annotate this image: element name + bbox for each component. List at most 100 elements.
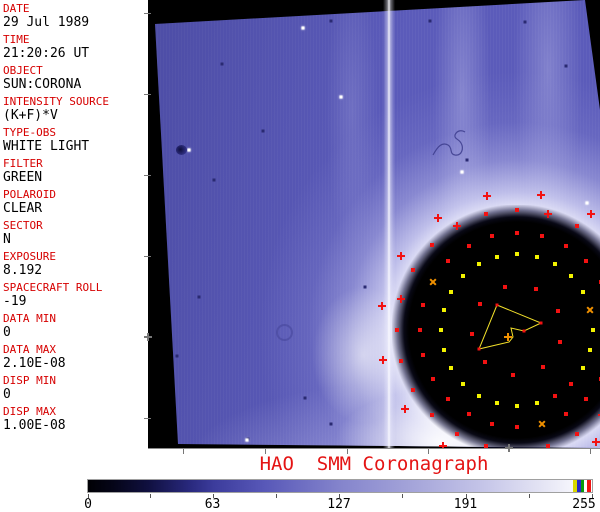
marker-dot bbox=[534, 401, 539, 406]
marker-xmark bbox=[430, 279, 436, 285]
marker-dot bbox=[441, 308, 446, 313]
metadata-field: TYPE-OBS WHITE LIGHT bbox=[3, 127, 148, 155]
field-label: INTENSITY SOURCE bbox=[3, 95, 109, 108]
field-value: GREEN bbox=[3, 170, 43, 185]
marker-cross bbox=[506, 335, 510, 339]
bottom-frame-tick bbox=[183, 449, 184, 454]
marker-dot bbox=[466, 243, 471, 248]
dark-speck bbox=[303, 396, 307, 400]
colorbar-minor-tick bbox=[275, 494, 277, 498]
marker-dot bbox=[563, 243, 568, 248]
metadata-field: POLAROID CLEAR bbox=[3, 189, 148, 217]
left-frame-tick bbox=[144, 13, 151, 14]
marker-dot bbox=[575, 431, 579, 436]
marker-cross bbox=[381, 358, 385, 362]
field-value: SUN:CORONA bbox=[3, 77, 82, 92]
metadata-field: DATE 29 Jul 1989 bbox=[3, 2, 148, 31]
dark-speck bbox=[428, 19, 432, 23]
marker-xmark bbox=[539, 421, 545, 427]
marker-dot bbox=[421, 302, 426, 307]
colorbar-minor-tick bbox=[402, 494, 404, 498]
marker-dot bbox=[441, 347, 446, 352]
field-value: CLEAR bbox=[3, 201, 43, 216]
marker-dot bbox=[495, 401, 500, 406]
dark-blemish bbox=[176, 145, 187, 155]
colorbar-overlay-stripe bbox=[573, 480, 577, 492]
marker-cross bbox=[539, 193, 543, 197]
marker-dot bbox=[461, 381, 466, 386]
marker-dot bbox=[430, 243, 435, 248]
marker-dot bbox=[575, 224, 579, 229]
metadata-field: DATA MIN 0 bbox=[3, 312, 148, 341]
white-speck bbox=[339, 95, 343, 99]
field-value: 1.00E-08 bbox=[3, 418, 66, 433]
metadata-field: INTENSITY SOURCE (K+F)*V bbox=[3, 95, 148, 124]
white-speck bbox=[187, 148, 191, 152]
white-speck bbox=[585, 201, 589, 205]
bottom-frame-tick bbox=[590, 449, 591, 454]
field-value: WHITE LIGHT bbox=[3, 139, 90, 154]
marker-dot bbox=[553, 262, 557, 267]
marker-dot bbox=[483, 443, 488, 448]
dark-speck bbox=[564, 64, 568, 68]
marker-dot bbox=[421, 353, 426, 358]
marker-dot bbox=[568, 274, 573, 279]
marker-dot bbox=[511, 372, 516, 377]
frame-plus-mark bbox=[507, 446, 511, 450]
field-label: DATE bbox=[3, 2, 30, 15]
colorbar-tick-label: 127 bbox=[327, 497, 351, 512]
frame-plus-mark bbox=[146, 335, 150, 339]
marker-dot bbox=[430, 376, 435, 381]
marker-dot bbox=[534, 254, 539, 259]
marker-dot bbox=[583, 396, 588, 401]
marker-dot bbox=[539, 321, 543, 325]
field-label: DATA MIN bbox=[3, 312, 56, 325]
marker-dot bbox=[470, 331, 475, 336]
fiducial-overlay bbox=[148, 0, 600, 448]
colorbar-tick-label: 255 bbox=[572, 497, 596, 512]
marker-cross bbox=[589, 212, 593, 216]
marker-dot bbox=[395, 328, 399, 332]
marker-dot bbox=[583, 259, 588, 264]
marker-dot bbox=[534, 287, 539, 292]
marker-cross bbox=[455, 224, 459, 228]
metadata-field: DATA MAX 2.10E-08 bbox=[3, 344, 148, 372]
marker-cross bbox=[594, 440, 598, 444]
marker-dot bbox=[515, 404, 519, 408]
marker-dot bbox=[495, 254, 500, 259]
marker-dot bbox=[546, 443, 551, 448]
ring-blemish bbox=[276, 324, 293, 341]
field-value: (K+F)*V bbox=[3, 108, 58, 123]
field-value: 8.192 bbox=[3, 263, 43, 278]
marker-dot bbox=[483, 359, 488, 364]
marker-dot bbox=[446, 396, 451, 401]
marker-dot bbox=[466, 412, 471, 416]
marker-cross bbox=[380, 304, 384, 308]
overlay-svg bbox=[432, 130, 543, 350]
marker-dot bbox=[477, 393, 481, 398]
marker-dot bbox=[478, 302, 483, 307]
marker-dot bbox=[591, 328, 595, 332]
metadata-field: DISP MIN 0 bbox=[3, 374, 148, 403]
field-label: TIME bbox=[3, 33, 30, 46]
marker-dot bbox=[411, 388, 416, 392]
marker-dot bbox=[515, 448, 519, 449]
marker-dot bbox=[515, 252, 519, 256]
colorbar-overlay-stripe bbox=[587, 480, 591, 492]
colorbar-major-tick bbox=[465, 494, 467, 498]
marker-dot bbox=[399, 359, 404, 364]
intensity-colorbar bbox=[87, 479, 593, 493]
field-label: DISP MAX bbox=[3, 405, 56, 418]
colorbar-major-tick bbox=[88, 494, 89, 498]
marker-dot bbox=[553, 393, 557, 398]
marker-dot bbox=[580, 290, 585, 294]
marker-dot bbox=[515, 208, 519, 212]
marker-cross bbox=[436, 216, 440, 220]
left-frame-tick bbox=[144, 256, 151, 257]
polygon-annotation bbox=[478, 304, 543, 350]
marker-xmark bbox=[588, 307, 594, 313]
field-label: DISP MIN bbox=[3, 374, 56, 387]
colorbar-tick-label: 0 bbox=[84, 497, 92, 512]
metadata-sidebar: DATE 29 Jul 1989 TIME 21:20:26 UT OBJECT SUN:… bbox=[0, 0, 148, 455]
dark-speck bbox=[261, 129, 265, 133]
